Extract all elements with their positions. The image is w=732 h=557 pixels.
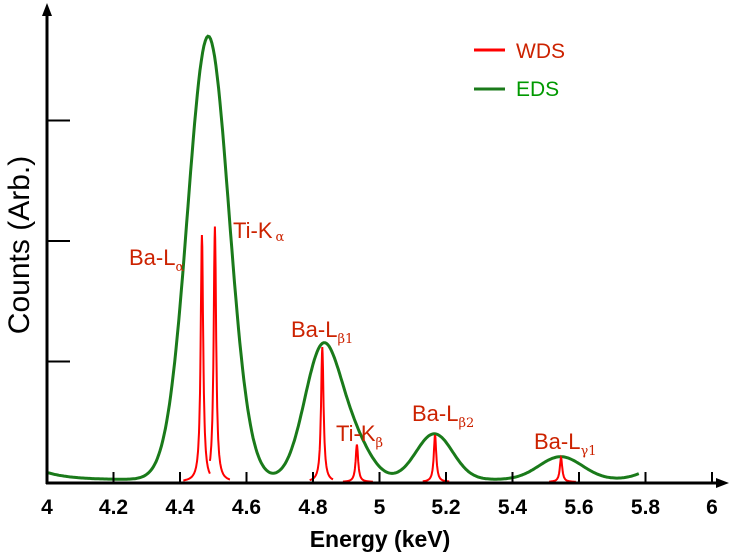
x-axis-title: Energy (keV) [310,526,451,552]
legend-label-eds: EDS [516,78,559,101]
wds-peak [183,234,211,482]
peak-label-ba-lb1: Ba-Lβ1 [291,317,353,347]
peak-label-ti-kb: Ti-Kβ [336,421,383,451]
x-tick-label: 4.2 [99,496,128,519]
peak-label-ti-ka: Ti-K α [233,218,285,245]
peak-label-ba-lg1: Ba-Lγ1 [534,429,597,459]
peak-label-ba-lb2: Ba-Lβ2 [412,401,474,431]
eds-series [46,34,640,481]
legend-label-wds: WDS [516,40,565,63]
wds-peak [342,444,373,483]
x-tick-label: 4.4 [165,496,195,519]
axis-ticks: 4 4.2 4.4 4.6 4.8 5 5.2 5.4 5.6 5.8 6 [41,119,718,519]
x-tick-label: 6 [706,496,718,519]
peak-label-ba-la: Ba-Lα [129,245,184,275]
x-tick-label: 5.6 [564,496,593,519]
x-tick-label: 5.2 [431,496,460,519]
eds-line [46,34,640,481]
wds-peak [422,434,450,483]
wds-peak [549,454,576,483]
x-axis-arrow [716,478,729,488]
x-tick-label: 4 [41,496,53,519]
wds-peak [208,226,231,481]
x-tick-label: 4.8 [298,496,328,519]
x-tick-label: 5.4 [498,496,528,519]
legend: WDS EDS [474,40,565,101]
x-tick-label: 4.6 [232,496,261,519]
y-axis-title: Counts (Arb.) [3,156,36,334]
y-axis-arrow [42,3,52,16]
x-tick-label: 5 [374,496,386,519]
x-tick-label: 5.8 [631,496,661,519]
